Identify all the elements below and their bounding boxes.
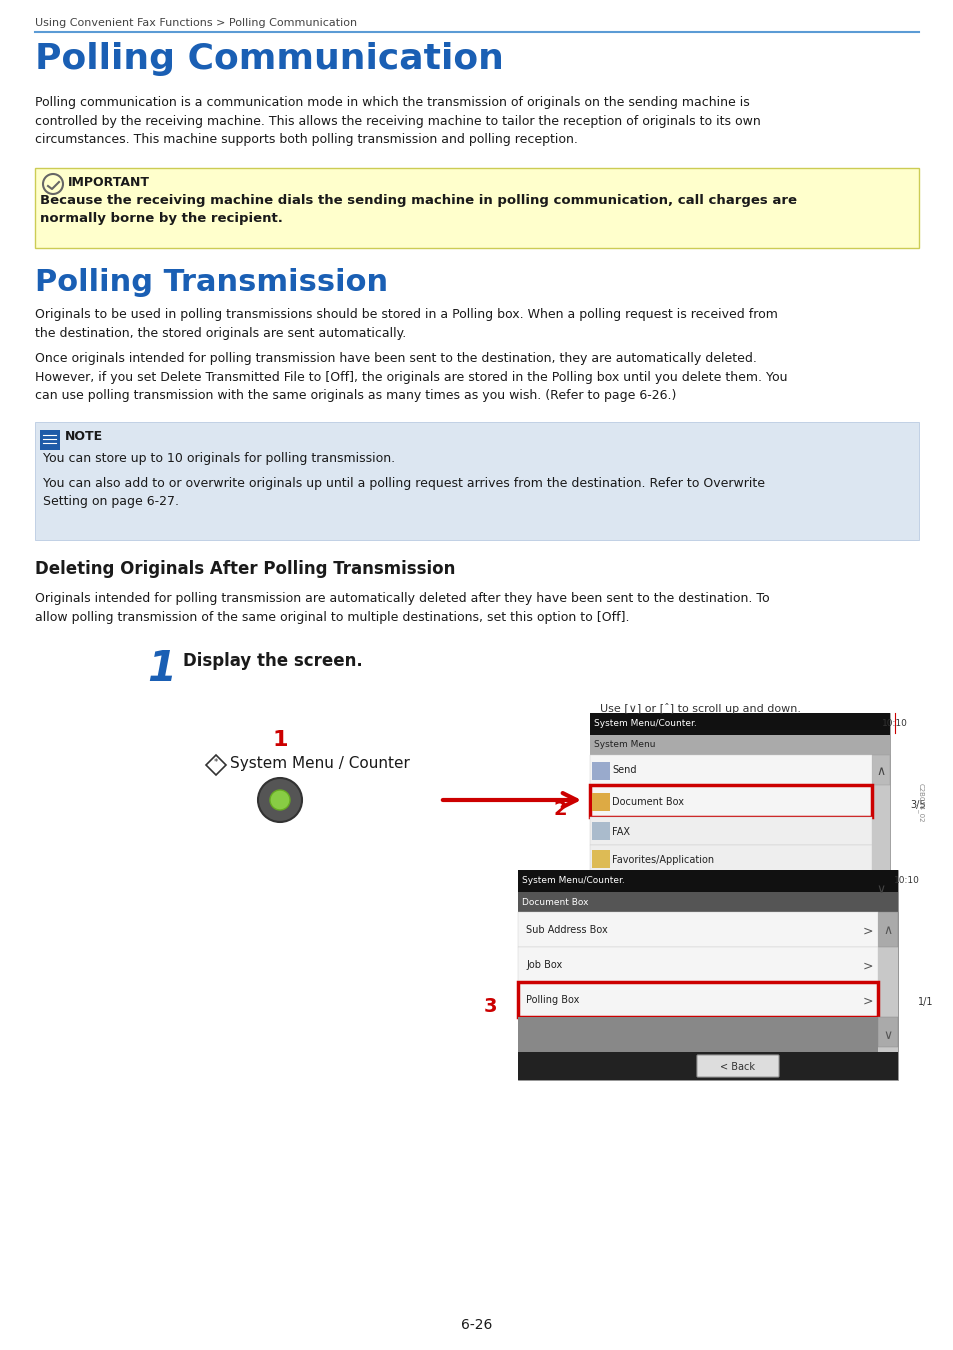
Text: 10:10: 10:10: [882, 720, 907, 728]
Text: *: *: [213, 757, 218, 767]
Text: Once originals intended for polling transmission have been sent to the destinati: Once originals intended for polling tran…: [35, 352, 786, 402]
FancyBboxPatch shape: [877, 1017, 897, 1048]
Text: 3: 3: [483, 998, 497, 1017]
Text: NOTE: NOTE: [65, 431, 103, 443]
FancyBboxPatch shape: [697, 1054, 779, 1077]
FancyBboxPatch shape: [517, 869, 897, 892]
FancyBboxPatch shape: [517, 913, 877, 946]
Text: ∨: ∨: [882, 1029, 892, 1042]
Text: 10:10: 10:10: [893, 876, 919, 886]
Text: 1: 1: [272, 730, 288, 751]
FancyBboxPatch shape: [592, 850, 609, 868]
FancyBboxPatch shape: [592, 792, 609, 811]
FancyBboxPatch shape: [589, 817, 871, 845]
Text: Document Box: Document Box: [521, 898, 588, 907]
FancyBboxPatch shape: [517, 869, 897, 1080]
Circle shape: [257, 778, 302, 822]
FancyBboxPatch shape: [517, 1017, 877, 1052]
FancyBboxPatch shape: [589, 713, 889, 734]
FancyBboxPatch shape: [592, 761, 609, 780]
FancyBboxPatch shape: [589, 755, 871, 784]
Text: C2B054_02: C2B054_02: [917, 783, 923, 822]
Text: System Menu: System Menu: [594, 740, 655, 749]
FancyBboxPatch shape: [517, 981, 877, 1017]
Text: 2: 2: [553, 801, 566, 819]
Text: Polling Box: Polling Box: [525, 995, 578, 1004]
Text: Document Box: Document Box: [612, 796, 683, 807]
Text: ∨: ∨: [876, 883, 884, 896]
FancyBboxPatch shape: [517, 892, 897, 913]
Text: System Menu / Counter: System Menu / Counter: [230, 756, 410, 771]
Text: Polling Transmission: Polling Transmission: [35, 269, 388, 297]
Text: ∧: ∧: [876, 765, 884, 778]
Text: >: >: [862, 925, 872, 938]
Text: Polling communication is a communication mode in which the transmission of origi: Polling communication is a communication…: [35, 96, 760, 146]
FancyBboxPatch shape: [517, 946, 877, 981]
FancyBboxPatch shape: [35, 423, 918, 540]
FancyBboxPatch shape: [589, 713, 889, 892]
FancyBboxPatch shape: [589, 734, 889, 755]
FancyBboxPatch shape: [35, 167, 918, 248]
Text: 1: 1: [148, 648, 176, 690]
FancyBboxPatch shape: [877, 913, 897, 946]
Text: Because the receiving machine dials the sending machine in polling communication: Because the receiving machine dials the …: [40, 194, 796, 225]
FancyBboxPatch shape: [589, 845, 871, 873]
Text: 3/5: 3/5: [909, 801, 924, 810]
Text: Sub Address Box: Sub Address Box: [525, 925, 607, 936]
Text: Use [∨] or [ˆ] to scroll up and down.: Use [∨] or [ˆ] to scroll up and down.: [599, 703, 801, 714]
Text: IMPORTANT: IMPORTANT: [68, 176, 150, 189]
Text: ∧: ∧: [882, 923, 892, 937]
FancyBboxPatch shape: [871, 873, 889, 900]
Text: < Back: < Back: [720, 1062, 755, 1072]
Text: Send: Send: [612, 765, 636, 775]
Text: Originals intended for polling transmission are automatically deleted after they: Originals intended for polling transmiss…: [35, 593, 769, 624]
Text: 6-26: 6-26: [461, 1318, 492, 1332]
Text: Using Convenient Fax Functions > Polling Communication: Using Convenient Fax Functions > Polling…: [35, 18, 356, 28]
Text: You can store up to 10 originals for polling transmission.: You can store up to 10 originals for pol…: [43, 452, 395, 464]
Text: You can also add to or overwrite originals up until a polling request arrives fr: You can also add to or overwrite origina…: [43, 477, 764, 508]
Text: >: >: [862, 995, 872, 1008]
Text: Favorites/Application: Favorites/Application: [612, 855, 714, 865]
Text: Polling Communication: Polling Communication: [35, 42, 503, 76]
FancyBboxPatch shape: [517, 1052, 897, 1080]
Text: 1/1: 1/1: [917, 998, 933, 1007]
Text: Job Box: Job Box: [525, 960, 561, 971]
Text: System Menu/Counter.: System Menu/Counter.: [521, 876, 624, 886]
Circle shape: [270, 790, 290, 810]
FancyBboxPatch shape: [40, 431, 60, 450]
FancyBboxPatch shape: [871, 755, 889, 784]
Text: FAX: FAX: [612, 828, 629, 837]
Text: Originals to be used in polling transmissions should be stored in a Polling box.: Originals to be used in polling transmis…: [35, 308, 777, 339]
FancyBboxPatch shape: [592, 822, 609, 840]
Text: Deleting Originals After Polling Transmission: Deleting Originals After Polling Transmi…: [35, 560, 455, 578]
Text: Display the screen.: Display the screen.: [183, 652, 362, 670]
Text: >: >: [862, 960, 872, 973]
FancyBboxPatch shape: [589, 784, 871, 817]
Text: System Menu/Counter.: System Menu/Counter.: [594, 720, 696, 728]
